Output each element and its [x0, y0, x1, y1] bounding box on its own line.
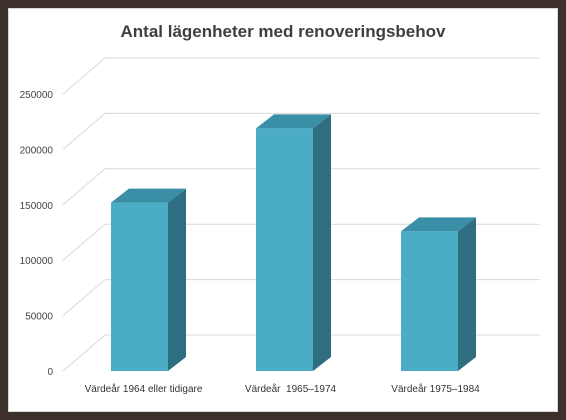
bar-front [111, 202, 168, 371]
gridline [62, 223, 540, 261]
bar [401, 217, 476, 371]
x-tick-label: Värdeår 1964 eller tidigare [85, 383, 203, 395]
x-axis-ticks: Värdeår 1964 eller tidigare Värdeår 1965–… [85, 383, 481, 395]
bar-top [256, 114, 331, 129]
gridline [62, 168, 540, 206]
y-tick-label: 150000 [20, 201, 54, 212]
bar-side [313, 114, 331, 372]
y-tick-label: 100000 [20, 256, 54, 267]
bar [111, 188, 186, 371]
grid [62, 57, 540, 372]
bar-top [111, 188, 186, 203]
x-tick-label: Värdeår 1975–1984 [391, 383, 480, 395]
bar-side [458, 217, 476, 371]
y-tick-label: 50000 [25, 312, 53, 323]
x-tick-label: Värdeår 1965–1974 [245, 383, 337, 395]
gridline [62, 279, 540, 316]
y-tick-label: 200000 [20, 145, 54, 156]
gridline [62, 112, 540, 150]
bars [111, 114, 476, 372]
y-tick-label: 0 [47, 367, 53, 378]
chart-title: Antal lägenheter med renoveringsbehov [121, 22, 447, 41]
bar-top [401, 217, 476, 232]
gridline [62, 57, 540, 95]
bar-side [168, 188, 186, 371]
y-axis-ticks: 0 50000 100000 150000 200000 250000 [20, 90, 54, 378]
bar-front [256, 128, 313, 371]
bar-front [401, 231, 458, 371]
gridline [62, 334, 540, 372]
bar [256, 114, 331, 372]
y-tick-label: 250000 [20, 90, 54, 101]
